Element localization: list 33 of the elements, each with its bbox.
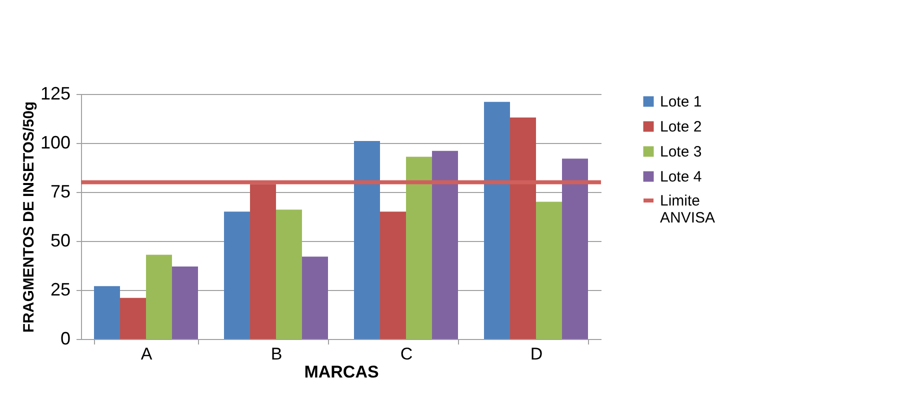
bar xyxy=(250,184,276,339)
bar xyxy=(562,158,588,339)
legend-label: Limite ANVISA xyxy=(660,192,716,226)
bar xyxy=(276,210,302,339)
bar xyxy=(536,202,562,339)
x-axis-title: MARCAS xyxy=(304,362,379,382)
y-tick-label: 0 xyxy=(60,328,70,348)
bar xyxy=(432,150,458,339)
x-tick-label: D xyxy=(530,344,543,364)
legend-label: Lote 2 xyxy=(660,118,702,136)
legend-label: Lote 4 xyxy=(660,168,702,186)
bar xyxy=(224,212,250,339)
bar xyxy=(172,266,198,339)
x-tick-label: A xyxy=(140,344,153,364)
legend-label: Lote 1 xyxy=(660,94,702,110)
y-tick-label: 50 xyxy=(50,230,70,250)
bar xyxy=(354,141,380,339)
bar xyxy=(94,286,120,339)
bar xyxy=(510,118,536,339)
y-tick-label: 125 xyxy=(40,84,70,104)
y-tick-label: 25 xyxy=(50,280,70,300)
bar xyxy=(302,256,328,339)
x-tick-label: B xyxy=(270,344,282,364)
x-tick-label: C xyxy=(400,344,413,364)
bar xyxy=(120,298,146,339)
bar xyxy=(484,102,510,339)
bar xyxy=(146,254,172,339)
y-tick-label: 75 xyxy=(50,182,70,202)
bar xyxy=(380,212,406,339)
y-axis-title: FRAGMENTOS DE INSETOS/50g xyxy=(20,101,38,333)
legend-label: Lote 3 xyxy=(660,144,702,160)
bar xyxy=(406,156,432,339)
y-tick-label: 100 xyxy=(40,132,70,152)
